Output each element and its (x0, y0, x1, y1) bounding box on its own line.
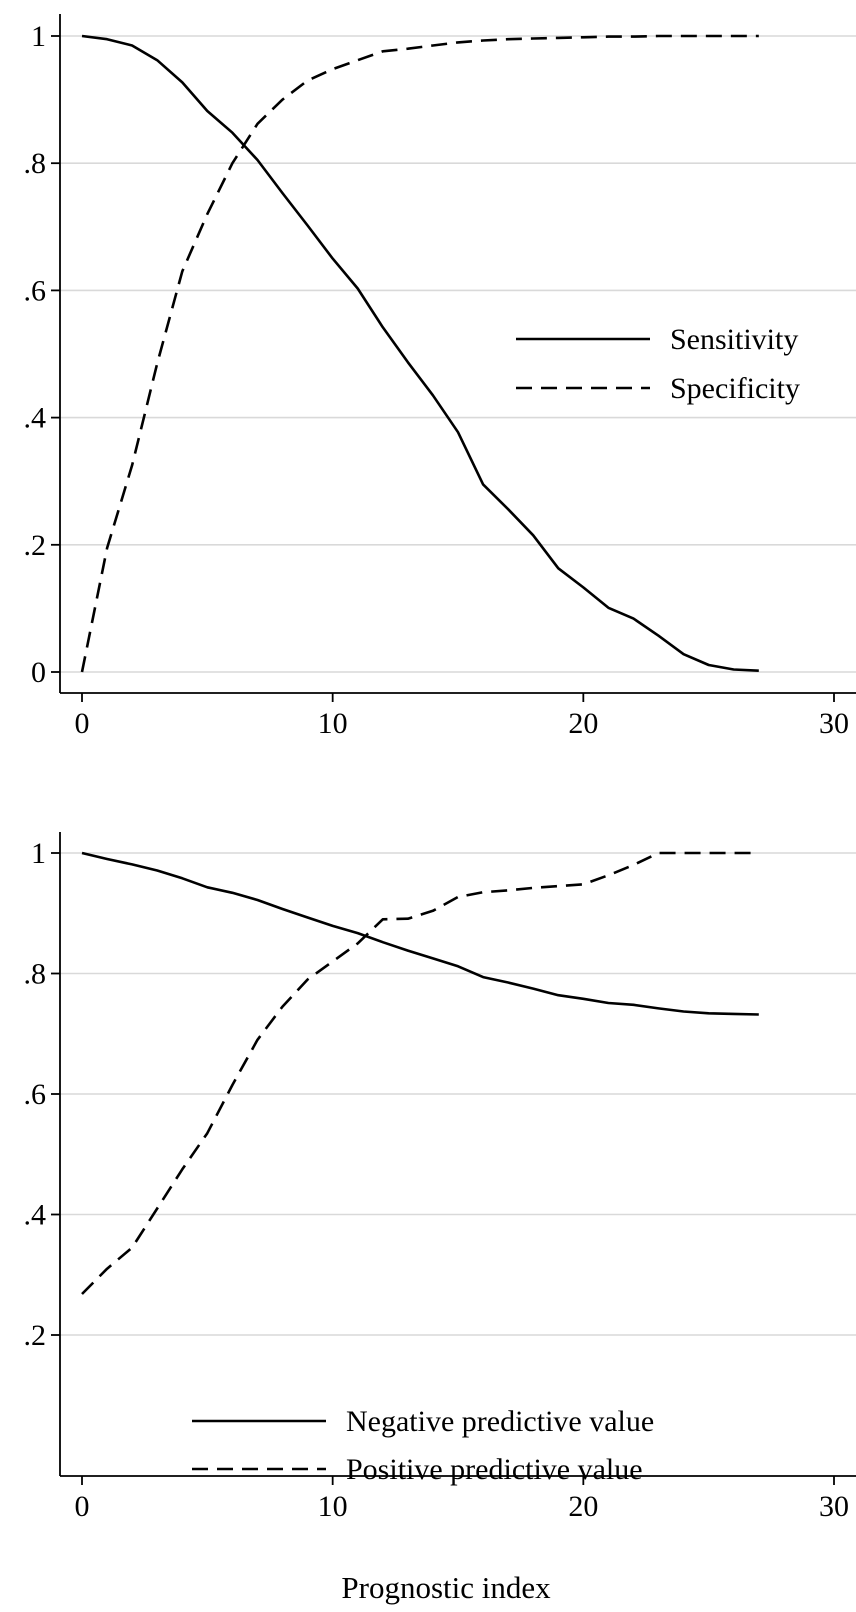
y-tick-label: .4 (24, 1199, 47, 1232)
legend-label-negative-predictive-value: Negative predictive value (346, 1405, 654, 1438)
y-tick-label: .2 (24, 529, 47, 562)
x-tick-label: 10 (318, 1490, 348, 1523)
series-line-specificity (82, 36, 759, 672)
series-line-positive-predictive-value (82, 853, 759, 1294)
y-tick-label: .8 (24, 958, 47, 991)
y-tick-label: .8 (24, 147, 47, 180)
x-tick-label: 10 (318, 707, 348, 740)
legend: Sensitivity Specificity (516, 323, 800, 405)
x-tick-label: 20 (568, 1490, 598, 1523)
y-tick-label: .2 (24, 1319, 47, 1352)
y-tick-label: .4 (24, 402, 47, 435)
x-tick-label: 0 (75, 1490, 90, 1523)
series-lines (82, 36, 759, 672)
y-gridlines (60, 853, 856, 1335)
x-tick-label: 20 (568, 707, 598, 740)
x-axis-title: Prognostic index (341, 1570, 551, 1605)
y-tick-label: 1 (31, 837, 46, 870)
x-tick-label: 30 (819, 707, 849, 740)
y-tick-label: 0 (31, 656, 46, 689)
legend-label-specificity: Specificity (670, 372, 800, 405)
y-tick-label: 1 (31, 20, 46, 53)
y-tick-label: .6 (24, 1078, 47, 1111)
series-lines (82, 853, 759, 1294)
x-tick-label: 30 (819, 1490, 849, 1523)
series-line-sensitivity (82, 36, 759, 671)
legend-label-sensitivity: Sensitivity (670, 323, 798, 356)
legend: Negative predictive value Positive predi… (192, 1405, 654, 1486)
x-tick-label: 0 (75, 707, 90, 740)
legend-label-positive-predictive-value: Positive predictive value (346, 1453, 643, 1486)
series-line-negative-predictive-value (82, 853, 759, 1015)
y-tick-label: .6 (24, 274, 47, 307)
